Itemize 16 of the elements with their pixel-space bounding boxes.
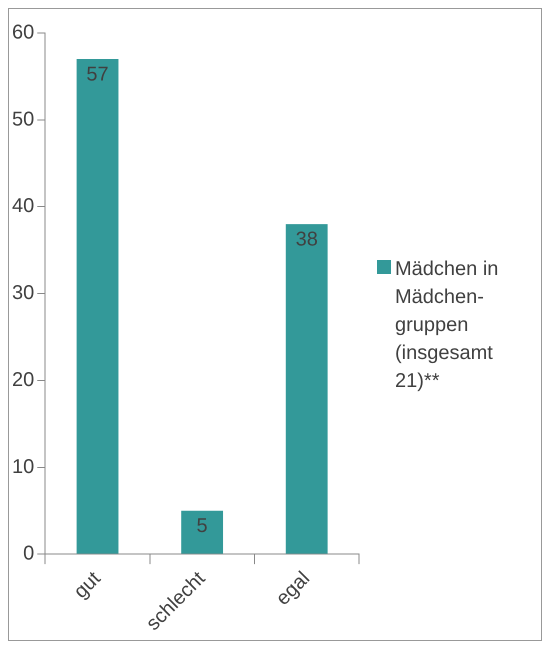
y-tick-label: 50 <box>12 108 34 130</box>
y-tick-label: 60 <box>12 21 34 44</box>
legend-label: Mädchen in Mädchen-gruppen (insgesamt 21)** <box>395 256 500 394</box>
data-label: 57 <box>86 63 109 86</box>
x-tick-label: egal <box>272 567 314 610</box>
data-label: 5 <box>196 514 208 537</box>
y-tick-label: 10 <box>12 455 34 478</box>
data-label: 38 <box>296 228 318 250</box>
bar <box>181 510 224 554</box>
bar <box>286 224 328 554</box>
x-tick-label: gut <box>70 566 106 602</box>
bar <box>76 58 118 554</box>
y-tick-label: 0 <box>23 542 34 564</box>
y-tick-label: 40 <box>12 194 34 217</box>
y-tick-label: 30 <box>12 282 34 304</box>
y-tick-label: 20 <box>12 368 34 390</box>
